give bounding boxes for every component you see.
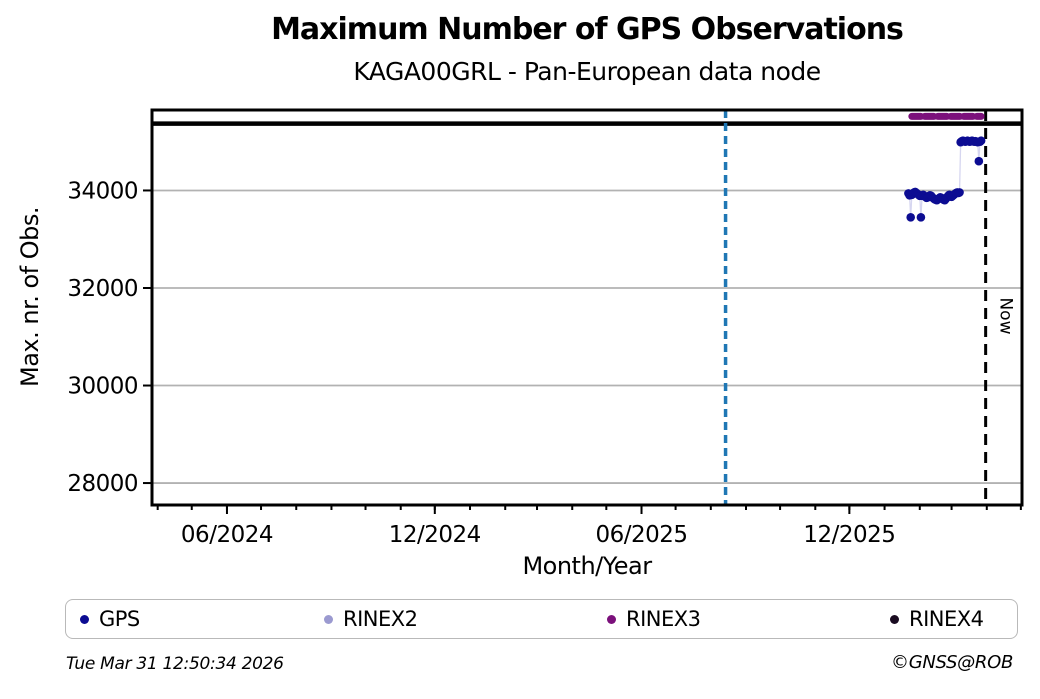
series-gps-connector: [907, 140, 982, 218]
legend-dot-icon: [324, 614, 333, 624]
series-gps-dot: [955, 188, 964, 197]
legend-item-rinex2: RINEX2: [324, 600, 418, 638]
legend-item-rinex3: RINEX3: [607, 600, 701, 638]
series-gps-dot: [974, 156, 984, 166]
legend-label: RINEX4: [909, 607, 984, 631]
legend-box: GPS RINEX2 RINEX3 RINEX4: [65, 599, 1018, 639]
x-tick-label: 12/2024: [389, 522, 481, 548]
y-tick-label: 32000: [67, 276, 138, 302]
chart-title: Maximum Number of GPS Observations: [271, 12, 904, 47]
x-axis-title: Month/Year: [522, 552, 652, 580]
y-tick-label: 28000: [67, 471, 138, 497]
legend-dot-icon: [607, 614, 616, 624]
series-gps-dot: [916, 212, 926, 222]
y-tick-label: 30000: [67, 374, 138, 400]
plot-border: [150, 108, 1024, 507]
legend-label: RINEX2: [343, 607, 418, 631]
legend-label: RINEX3: [626, 607, 701, 631]
legend-item-rinex4: RINEX4: [890, 600, 984, 638]
x-tick-label: 06/2024: [181, 522, 273, 548]
series-gps-dot: [906, 212, 915, 222]
y-tick-label: 34000: [67, 178, 138, 204]
series-gps-dot: [976, 136, 986, 146]
legend-dot-icon: [80, 614, 89, 624]
legend-item-gps: GPS: [80, 600, 140, 638]
x-tick-label: 12/2025: [803, 522, 895, 548]
plot-area: Now 28000 30000 32000 34000 06/2024 12/2024 06/…: [67, 108, 1024, 548]
footer-timestamp: Tue Mar 31 12:50:34 2026: [66, 654, 284, 674]
footer-credit: ©GNSS@ROB: [891, 652, 1013, 673]
now-label: Now: [996, 297, 1016, 334]
x-tick-label: 06/2025: [595, 522, 687, 548]
legend-label: GPS: [99, 607, 140, 631]
chart-subtitle: KAGA00GRL - Pan-European data node: [353, 57, 821, 86]
legend-dot-icon: [890, 614, 899, 624]
